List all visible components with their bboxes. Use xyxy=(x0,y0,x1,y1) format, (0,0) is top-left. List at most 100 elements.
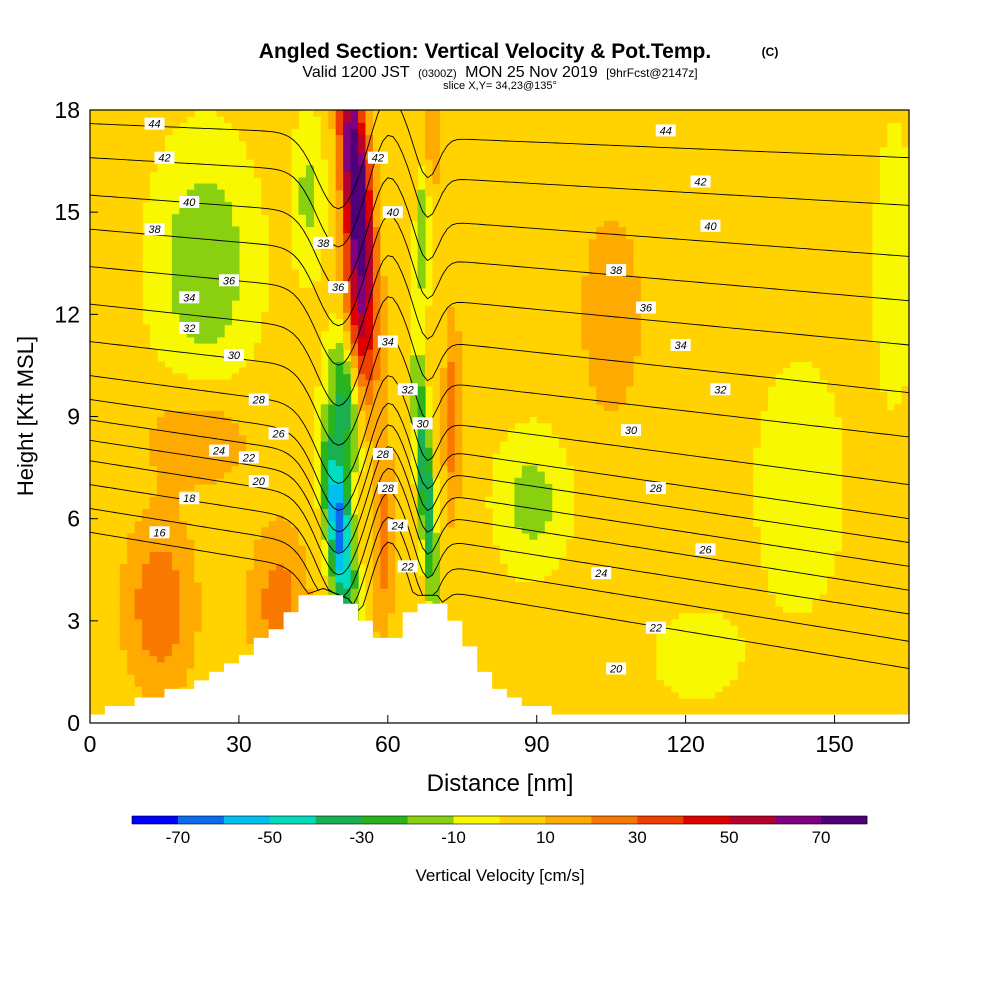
velocity-cell xyxy=(171,428,180,436)
velocity-cell xyxy=(395,287,404,295)
velocity-cell xyxy=(358,441,367,448)
velocity-cell xyxy=(313,281,322,289)
velocity-cell xyxy=(469,201,478,209)
velocity-cell xyxy=(447,159,456,166)
velocity-cell xyxy=(231,226,240,234)
velocity-cell xyxy=(157,134,166,142)
velocity-cell xyxy=(425,373,434,381)
velocity-cell xyxy=(298,422,307,430)
velocity-cell xyxy=(253,349,262,356)
velocity-cell xyxy=(298,404,307,411)
velocity-cell xyxy=(506,110,515,117)
velocity-cell xyxy=(477,434,486,442)
velocity-cell xyxy=(261,171,270,179)
velocity-cell xyxy=(253,526,262,534)
velocity-cell xyxy=(358,189,367,197)
velocity-cell xyxy=(298,349,307,356)
velocity-cell xyxy=(350,330,359,338)
velocity-cell xyxy=(343,220,352,228)
velocity-cell xyxy=(194,502,203,510)
velocity-cell xyxy=(238,606,247,614)
velocity-cell xyxy=(439,545,448,552)
velocity-cell xyxy=(477,447,486,454)
velocity-cell xyxy=(402,428,411,436)
velocity-cell xyxy=(328,214,337,221)
velocity-cell xyxy=(462,631,471,638)
velocity-cell xyxy=(395,453,404,461)
velocity-cell xyxy=(462,110,471,117)
velocity-cell xyxy=(283,336,292,344)
velocity-cell xyxy=(164,569,173,577)
velocity-cell xyxy=(149,140,158,148)
velocity-cell xyxy=(127,428,136,436)
velocity-cell xyxy=(216,318,225,326)
velocity-cell xyxy=(246,483,255,491)
velocity-cell xyxy=(313,287,322,295)
velocity-cell xyxy=(253,612,262,620)
velocity-cell xyxy=(313,349,322,356)
velocity-cell xyxy=(134,201,143,209)
velocity-cell xyxy=(454,152,463,160)
velocity-cell xyxy=(462,183,471,191)
velocity-cell xyxy=(209,287,218,295)
velocity-cell xyxy=(417,490,426,497)
velocity-cell xyxy=(127,539,136,546)
velocity-cell xyxy=(492,575,501,583)
velocity-cell xyxy=(425,189,434,197)
velocity-cell xyxy=(127,447,136,454)
velocity-cell xyxy=(343,195,352,203)
velocity-cell xyxy=(305,214,314,221)
velocity-cell xyxy=(209,545,218,552)
velocity-cell xyxy=(387,471,396,479)
velocity-cell xyxy=(484,226,493,234)
velocity-cell xyxy=(439,600,448,608)
velocity-cell xyxy=(171,398,180,405)
velocity-cell xyxy=(454,269,463,277)
velocity-cell xyxy=(179,281,188,289)
velocity-cell xyxy=(238,116,247,123)
velocity-cell xyxy=(90,152,99,160)
velocity-cell xyxy=(194,250,203,258)
velocity-cell xyxy=(231,508,240,516)
velocity-cell xyxy=(261,355,270,362)
velocity-cell xyxy=(350,146,359,154)
velocity-cell xyxy=(246,471,255,479)
velocity-cell xyxy=(171,244,180,252)
velocity-cell xyxy=(142,606,151,614)
velocity-cell xyxy=(90,673,99,681)
velocity-cell xyxy=(492,189,501,197)
velocity-cell xyxy=(439,159,448,166)
velocity-cell xyxy=(387,318,396,326)
velocity-cell xyxy=(149,490,158,497)
velocity-cell xyxy=(372,582,381,589)
velocity-cell xyxy=(350,582,359,589)
velocity-cell xyxy=(395,539,404,546)
velocity-cell xyxy=(410,606,419,614)
velocity-cell xyxy=(261,422,270,430)
velocity-cell xyxy=(127,201,136,209)
velocity-cell xyxy=(387,306,396,313)
velocity-cell xyxy=(149,631,158,638)
velocity-cell xyxy=(127,220,136,228)
velocity-cell xyxy=(492,159,501,166)
velocity-cell xyxy=(477,306,486,313)
velocity-cell xyxy=(395,471,404,479)
velocity-cell xyxy=(343,447,352,454)
velocity-cell xyxy=(380,330,389,338)
velocity-cell xyxy=(90,453,99,461)
velocity-cell xyxy=(134,385,143,393)
velocity-cell xyxy=(365,496,374,503)
velocity-cell xyxy=(194,214,203,221)
velocity-cell xyxy=(142,349,151,356)
velocity-cell xyxy=(350,447,359,454)
velocity-cell xyxy=(216,483,225,491)
velocity-cell xyxy=(380,398,389,405)
velocity-cell xyxy=(402,116,411,123)
velocity-cell xyxy=(492,398,501,405)
velocity-cell xyxy=(425,318,434,326)
velocity-cell xyxy=(231,496,240,503)
velocity-cell xyxy=(298,477,307,485)
velocity-cell xyxy=(97,551,106,559)
velocity-cell xyxy=(194,612,203,620)
velocity-cell xyxy=(454,514,463,522)
